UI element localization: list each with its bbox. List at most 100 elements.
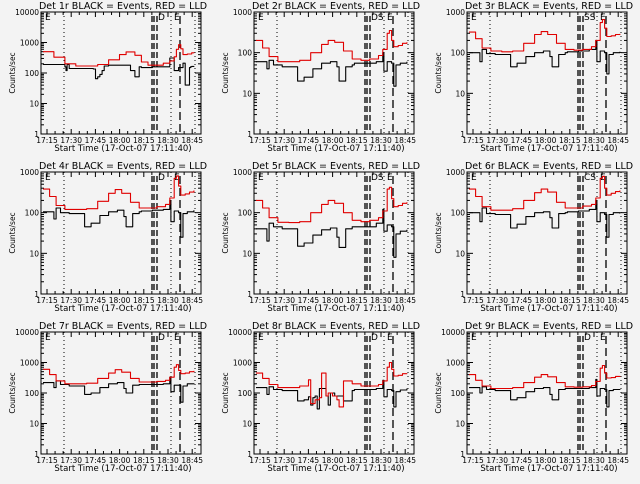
x-tick-label: 17:30: [273, 136, 295, 145]
state-marker-label: DS: [371, 13, 384, 23]
x-tick-label: 17:30: [273, 296, 295, 305]
chart-svg: Det 8r BLACK = Events, RED = LLD 1 10 100 10…: [221, 321, 420, 474]
state-marker-label: E: [471, 13, 477, 23]
events-series-line: [43, 199, 195, 238]
chart-svg: Det 2r BLACK = Events, RED = LLD 1 10 100 10…: [221, 1, 420, 154]
state-marker-label: E: [471, 173, 477, 183]
y-tick-label: 1: [460, 130, 465, 139]
x-tick-label: 18:30: [370, 456, 392, 465]
x-axis-label: Start Time (17-Oct-07 17:11:40): [267, 144, 404, 154]
state-marker-label: CS: [584, 173, 596, 183]
lld-series-line: [43, 364, 195, 385]
lld-series-line: [256, 361, 408, 408]
x-tick-label: 17:45: [85, 296, 107, 305]
events-series-line: [43, 57, 195, 86]
y-tick-label: 10: [242, 89, 252, 98]
plot-frame: [40, 331, 202, 455]
x-tick-label: 18:45: [394, 456, 416, 465]
state-marker-label: D: [584, 333, 591, 343]
state-marker-label: E: [174, 333, 180, 343]
chart-panel: Det 2r BLACK = Events, RED = LLD 1 10 100 10…: [213, 0, 426, 160]
y-axis-label: Counts/sec: [8, 212, 17, 253]
y-tick-label: 1000: [20, 39, 39, 48]
plot-frame: [40, 11, 202, 135]
y-tick-label: 1000: [446, 168, 465, 177]
lld-series-line: [43, 44, 195, 67]
x-tick-label: 17:30: [60, 296, 82, 305]
y-tick-label: 1000: [233, 8, 252, 17]
x-tick-label: 18:00: [109, 136, 131, 145]
x-tick-label: 17:30: [60, 136, 82, 145]
x-tick-label: 18:30: [583, 456, 605, 465]
x-tick-label: 17:15: [36, 296, 58, 305]
events-series-line: [256, 52, 408, 87]
state-marker-label: D: [158, 13, 165, 23]
state-marker-label: E: [600, 333, 606, 343]
y-axis-label: Counts/sec: [221, 52, 230, 93]
x-tick-label: 17:15: [462, 456, 484, 465]
x-axis-label: Start Time (17-Oct-07 17:11:40): [267, 464, 404, 474]
chart-title: Det 3r BLACK = Events, RED = LLD: [465, 1, 633, 12]
y-tick-label: 10000: [228, 328, 252, 337]
chart-panel: Det 5r BLACK = Events, RED = LLD 1 10 100 10…: [213, 160, 426, 320]
chart-panel: Det 4r BLACK = Events, RED = LLD 1 10 100 10…: [0, 160, 213, 320]
y-tick-label: 1: [460, 450, 465, 459]
chart-svg: Det 9r BLACK = Events, RED = LLD 1 10 100 10…: [434, 321, 633, 474]
x-tick-label: 17:45: [511, 136, 533, 145]
plot-frame: [466, 11, 628, 135]
y-tick-label: 100: [238, 49, 253, 58]
y-tick-label: 100: [451, 209, 466, 218]
state-marker-label: SS: [584, 13, 596, 23]
y-tick-label: 1000: [20, 168, 39, 177]
events-series-line: [43, 376, 195, 403]
state-marker-label: D: [371, 333, 378, 343]
lld-series-line: [469, 19, 621, 53]
state-marker-label: E: [45, 13, 51, 23]
y-tick-label: 1: [460, 290, 465, 299]
y-axis-label: Counts/sec: [434, 52, 443, 93]
x-tick-label: 18:30: [157, 296, 179, 305]
x-tick-label: 17:45: [85, 136, 107, 145]
chart-title: Det 5r BLACK = Events, RED = LLD: [252, 161, 420, 172]
plot-frame: [466, 331, 628, 455]
y-tick-label: 1000: [233, 168, 252, 177]
x-tick-label: 18:15: [133, 136, 155, 145]
plot-frame: [253, 11, 415, 135]
events-series-line: [469, 378, 621, 408]
y-tick-label: 100: [238, 209, 253, 218]
chart-panel: Det 7r BLACK = Events, RED = LLD 1 10 100 10…: [0, 320, 213, 480]
x-tick-label: 17:45: [298, 456, 320, 465]
lld-series-line: [256, 29, 408, 63]
x-axis-label: Start Time (17-Oct-07 17:11:40): [480, 144, 617, 154]
x-tick-label: 18:15: [346, 456, 368, 465]
x-tick-label: 17:45: [298, 136, 320, 145]
state-marker-label: E: [387, 173, 393, 183]
y-tick-label: 10: [29, 100, 39, 109]
x-tick-label: 18:30: [583, 296, 605, 305]
chart-title: Det 4r BLACK = Events, RED = LLD: [39, 161, 207, 172]
x-axis-label: Start Time (17-Oct-07 17:11:40): [267, 304, 404, 314]
y-tick-label: 1: [247, 450, 252, 459]
y-tick-label: 1000: [446, 359, 465, 368]
state-marker-label: E: [174, 13, 180, 23]
x-tick-label: 18:30: [157, 456, 179, 465]
y-axis-label: Counts/sec: [434, 372, 443, 413]
state-marker-label: D: [158, 333, 165, 343]
chart-title: Det 6r BLACK = Events, RED = LLD: [465, 161, 633, 172]
state-marker-label: E: [387, 13, 393, 23]
events-series-line: [256, 208, 408, 258]
state-marker-label: E: [600, 13, 606, 23]
x-tick-label: 18:45: [607, 456, 629, 465]
lld-series-line: [256, 186, 408, 224]
y-tick-label: 1000: [233, 359, 252, 368]
chart-title: Det 2r BLACK = Events, RED = LLD: [252, 1, 420, 12]
state-marker-label: E: [45, 173, 51, 183]
x-tick-label: 17:30: [60, 456, 82, 465]
chart-panel: Det 6r BLACK = Events, RED = LLD 1 10 100 10…: [426, 160, 639, 320]
x-tick-label: 18:00: [322, 456, 344, 465]
state-marker-label: E: [45, 333, 51, 343]
chart-svg: Det 4r BLACK = Events, RED = LLD 1 10 100 10…: [8, 161, 207, 314]
state-marker-label: E: [600, 173, 606, 183]
chart-panel: Det 8r BLACK = Events, RED = LLD 1 10 100 10…: [213, 320, 426, 480]
x-tick-label: 18:00: [535, 456, 557, 465]
